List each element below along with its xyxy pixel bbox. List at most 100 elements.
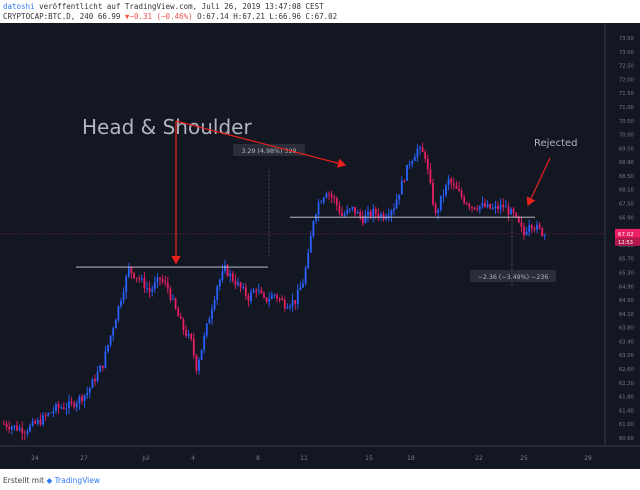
candle-body: [465, 202, 468, 205]
candle-body: [159, 277, 161, 280]
candle-body: [468, 204, 471, 207]
tradingview-logo-icon: ◆: [46, 476, 53, 485]
y-tick-label: 71.50: [619, 91, 634, 97]
candle-body: [177, 308, 180, 317]
candle-body: [31, 421, 34, 426]
candle-body: [504, 206, 507, 208]
candle-body: [343, 214, 346, 216]
y-tick-label: 60.60: [619, 436, 634, 442]
measure-up-label: 3.29 (4.98%) 329: [242, 148, 297, 155]
candle-body: [408, 164, 411, 166]
candle-body: [356, 211, 359, 214]
price-chart[interactable]: 60.60 61.00 61.40 61.80 62.20 62.60 63.00 63.40…: [0, 23, 640, 469]
candle-body: [406, 164, 408, 181]
y-tick-label: 67.50: [619, 202, 634, 208]
candle-body: [221, 271, 224, 280]
candle-body: [29, 425, 31, 432]
x-tick-label: 29: [584, 455, 592, 462]
candle-body: [317, 202, 320, 215]
candle-body: [39, 419, 42, 425]
candle-body: [328, 193, 330, 195]
candle-body: [23, 433, 26, 435]
candle-body: [120, 301, 122, 307]
candle-body: [434, 204, 437, 213]
chart-area[interactable]: 60.60 61.00 61.40 61.80 62.20 62.60 63.00 63.40…: [0, 23, 640, 469]
candle-body: [21, 428, 24, 434]
y-tick-label: 64.50: [619, 298, 634, 304]
candle-body: [122, 292, 125, 302]
x-tick-label: 24: [31, 455, 39, 462]
candle-body: [143, 278, 146, 289]
countdown-tag: [615, 237, 640, 246]
candle-body: [374, 208, 377, 214]
last-price-tag: [615, 228, 640, 238]
candle-body: [364, 215, 367, 223]
x-tick-label: 27: [80, 455, 88, 462]
candle-body: [502, 204, 505, 208]
candle-body: [359, 211, 362, 217]
candle-body: [536, 224, 538, 230]
candle-body: [192, 338, 195, 356]
candle-body: [270, 295, 273, 299]
candle-body: [400, 180, 403, 195]
candle-body: [34, 421, 37, 424]
candle-body: [16, 425, 18, 431]
price-axis: [605, 23, 640, 469]
candle-body: [153, 282, 156, 289]
candle-body: [351, 206, 354, 209]
author-link[interactable]: datoshi: [3, 2, 35, 11]
candle-body: [62, 407, 65, 409]
candle-body: [94, 379, 96, 382]
candle-body: [148, 288, 151, 292]
candle-body: [156, 277, 159, 283]
candle-body: [55, 404, 57, 411]
x-tick-label: 8: [256, 455, 260, 462]
candle-body: [109, 335, 112, 346]
candle-body: [382, 213, 385, 220]
candle-body: [10, 427, 13, 430]
x-tick-label: 22: [475, 455, 483, 462]
countdown-label: 12:53: [618, 240, 633, 246]
candle-body: [5, 423, 8, 427]
candle-body: [281, 298, 284, 301]
candle-body: [273, 294, 276, 296]
candle-body: [333, 196, 336, 199]
candle-body: [3, 423, 5, 425]
candle-body: [520, 222, 523, 227]
candle-body: [348, 208, 351, 210]
candle-body: [114, 319, 117, 329]
x-tick-label: 4: [191, 455, 195, 462]
candle-body: [398, 194, 401, 200]
candle-body: [49, 412, 52, 414]
candle-body: [18, 428, 21, 431]
candle-body: [341, 212, 343, 216]
candle-body: [447, 179, 450, 185]
candle-body: [276, 294, 278, 299]
candle-body: [88, 387, 91, 393]
candle-body: [231, 273, 234, 281]
candle-body: [185, 330, 187, 336]
candle-body: [179, 316, 182, 319]
candle-body: [510, 208, 512, 215]
candle-body: [198, 359, 200, 371]
candle-body: [387, 215, 390, 217]
y-tick-label: 61.40: [619, 408, 634, 414]
candle-body: [182, 318, 185, 331]
down-arrow-icon: ▼: [124, 12, 130, 21]
candle-body: [372, 208, 375, 217]
footer-brand[interactable]: TradingView: [54, 476, 100, 485]
candle-body: [291, 300, 294, 307]
candle-body: [166, 282, 169, 289]
candle-body: [426, 158, 429, 170]
candle-body: [322, 197, 325, 203]
candle-body: [403, 180, 406, 182]
candle-body: [439, 195, 442, 210]
candle-body: [471, 206, 473, 208]
candle-body: [104, 351, 107, 368]
candle-body: [138, 278, 141, 280]
candle-body: [437, 209, 440, 213]
ohlc-values: O:67.14 H:67.21 L:66.96 C:67.02: [197, 12, 338, 21]
candle-body: [146, 288, 148, 289]
candle-body: [213, 299, 216, 310]
candle-body: [247, 295, 250, 301]
